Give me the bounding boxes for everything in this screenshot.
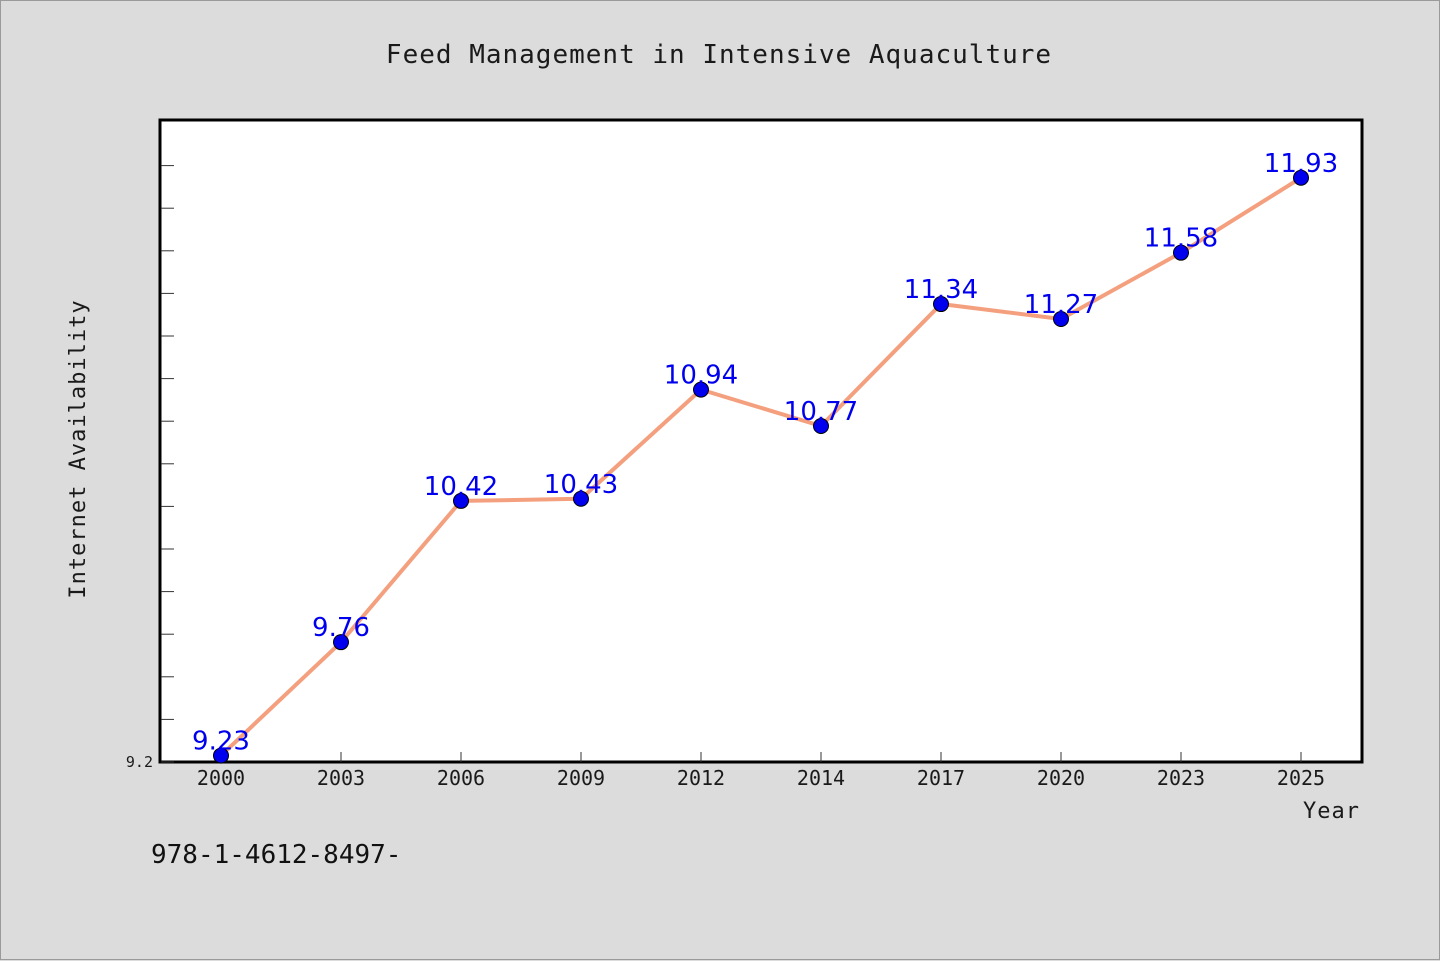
data-label: 10.42 bbox=[424, 472, 498, 502]
data-point bbox=[453, 492, 469, 509]
data-label: 11.34 bbox=[904, 275, 978, 305]
y-axis-ticks bbox=[161, 165, 174, 763]
data-point bbox=[813, 418, 829, 435]
data-point bbox=[1173, 244, 1189, 261]
x-tick-label: 2017 bbox=[917, 766, 965, 790]
x-axis-tick-labels: 2000 2003 2006 2009 2012 2014 2017 2020 2023 2025 bbox=[197, 766, 1325, 790]
data-label: 11.27 bbox=[1024, 290, 1098, 320]
y-axis-label: Internet Availability bbox=[66, 299, 91, 598]
x-tick-label: 2000 bbox=[197, 766, 245, 790]
data-label: 9.76 bbox=[312, 613, 370, 643]
data-point bbox=[213, 747, 229, 764]
x-tick-label: 2009 bbox=[557, 766, 605, 790]
plot-area bbox=[158, 118, 1364, 764]
data-point bbox=[1293, 169, 1309, 186]
x-axis-label: Year bbox=[1303, 799, 1360, 824]
x-tick-label: 2023 bbox=[1157, 766, 1205, 790]
data-label: 10.94 bbox=[664, 361, 738, 391]
x-tick-label: 2025 bbox=[1277, 766, 1325, 790]
x-tick-label: 2003 bbox=[317, 766, 365, 790]
data-point bbox=[1053, 311, 1069, 328]
x-tick-label: 2012 bbox=[677, 766, 725, 790]
footer-text: 978-1-4612-8497- bbox=[151, 840, 401, 870]
x-axis-ticks bbox=[220, 752, 1302, 762]
data-points bbox=[213, 169, 1309, 764]
data-point bbox=[333, 634, 349, 651]
x-tick-label: 2014 bbox=[797, 766, 845, 790]
chart-title: Feed Management in Intensive Aquaculture bbox=[386, 40, 1052, 70]
series-line bbox=[219, 176, 1303, 758]
data-label: 10.77 bbox=[784, 397, 858, 427]
data-point bbox=[933, 296, 949, 313]
x-tick-label: 2006 bbox=[437, 766, 485, 790]
y-tick-label-min: 9.2 bbox=[126, 753, 153, 771]
data-point bbox=[693, 381, 709, 398]
data-point bbox=[573, 490, 589, 507]
data-label: 11.93 bbox=[1264, 149, 1338, 179]
data-label: 9.23 bbox=[192, 727, 250, 757]
data-label: 10.43 bbox=[544, 470, 618, 500]
x-tick-label: 2020 bbox=[1037, 766, 1085, 790]
data-label: 11.58 bbox=[1144, 224, 1218, 254]
data-labels: 9.23 9.76 10.42 10.43 10.94 10.77 11.34 11.27 11… bbox=[192, 149, 1338, 757]
